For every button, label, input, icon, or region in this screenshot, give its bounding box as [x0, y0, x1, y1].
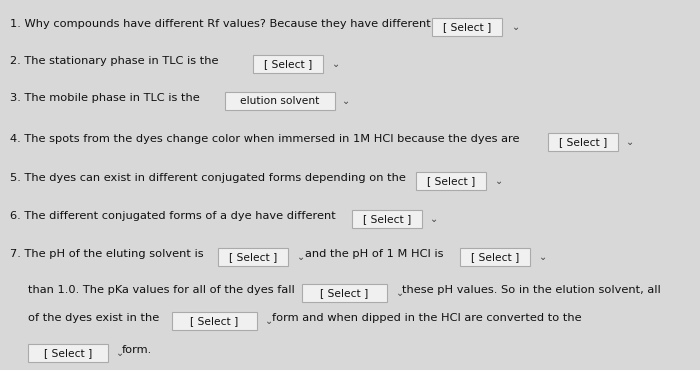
Text: [ Select ]: [ Select ]: [229, 252, 277, 262]
Text: ⌄: ⌄: [342, 96, 350, 106]
Text: [ Select ]: [ Select ]: [363, 214, 411, 224]
Text: ⌄: ⌄: [430, 214, 438, 224]
Text: 2. The stationary phase in TLC is the: 2. The stationary phase in TLC is the: [10, 56, 218, 66]
FancyBboxPatch shape: [218, 248, 288, 266]
Text: ⌄: ⌄: [265, 316, 273, 326]
Text: ⌄: ⌄: [626, 137, 634, 147]
FancyBboxPatch shape: [302, 284, 387, 302]
Text: [ Select ]: [ Select ]: [264, 59, 312, 69]
FancyBboxPatch shape: [253, 55, 323, 73]
Text: [ Select ]: [ Select ]: [559, 137, 607, 147]
Text: ⌄: ⌄: [539, 252, 547, 262]
Text: than 1.0. The pKa values for all of the dyes fall: than 1.0. The pKa values for all of the …: [28, 285, 295, 295]
Text: ⌄: ⌄: [495, 176, 503, 186]
Text: these pH values. So in the elution solvent, all: these pH values. So in the elution solve…: [402, 285, 661, 295]
Text: form and when dipped in the HCl are converted to the: form and when dipped in the HCl are conv…: [272, 313, 582, 323]
FancyBboxPatch shape: [225, 92, 335, 110]
FancyBboxPatch shape: [460, 248, 530, 266]
Text: 6. The different conjugated forms of a dye have different: 6. The different conjugated forms of a d…: [10, 211, 336, 221]
Text: ⌄: ⌄: [297, 252, 305, 262]
FancyBboxPatch shape: [548, 133, 618, 151]
Text: 3. The mobile phase in TLC is the: 3. The mobile phase in TLC is the: [10, 93, 199, 103]
Text: ⌄: ⌄: [512, 22, 520, 32]
Text: of the dyes exist in the: of the dyes exist in the: [28, 313, 160, 323]
Text: 1. Why compounds have different Rf values? Because they have different: 1. Why compounds have different Rf value…: [10, 19, 430, 29]
FancyBboxPatch shape: [28, 344, 108, 362]
Text: ⌄: ⌄: [116, 348, 124, 358]
Text: [ Select ]: [ Select ]: [443, 22, 491, 32]
FancyBboxPatch shape: [172, 312, 257, 330]
FancyBboxPatch shape: [352, 210, 422, 228]
FancyBboxPatch shape: [416, 172, 486, 190]
Text: [ Select ]: [ Select ]: [190, 316, 239, 326]
Text: elution solvent: elution solvent: [240, 96, 320, 106]
Text: [ Select ]: [ Select ]: [44, 348, 92, 358]
Text: 5. The dyes can exist in different conjugated forms depending on the: 5. The dyes can exist in different conju…: [10, 173, 406, 183]
Text: form.: form.: [122, 345, 153, 355]
Text: [ Select ]: [ Select ]: [427, 176, 475, 186]
Text: 4. The spots from the dyes change color when immersed in 1M HCl because the dyes: 4. The spots from the dyes change color …: [10, 134, 519, 144]
Text: ⌄: ⌄: [332, 59, 340, 69]
Text: [ Select ]: [ Select ]: [321, 288, 369, 298]
Text: ⌄: ⌄: [396, 288, 404, 298]
FancyBboxPatch shape: [432, 18, 502, 36]
Text: 7. The pH of the eluting solvent is: 7. The pH of the eluting solvent is: [10, 249, 204, 259]
Text: and the pH of 1 M HCl is: and the pH of 1 M HCl is: [305, 249, 444, 259]
Text: [ Select ]: [ Select ]: [471, 252, 519, 262]
